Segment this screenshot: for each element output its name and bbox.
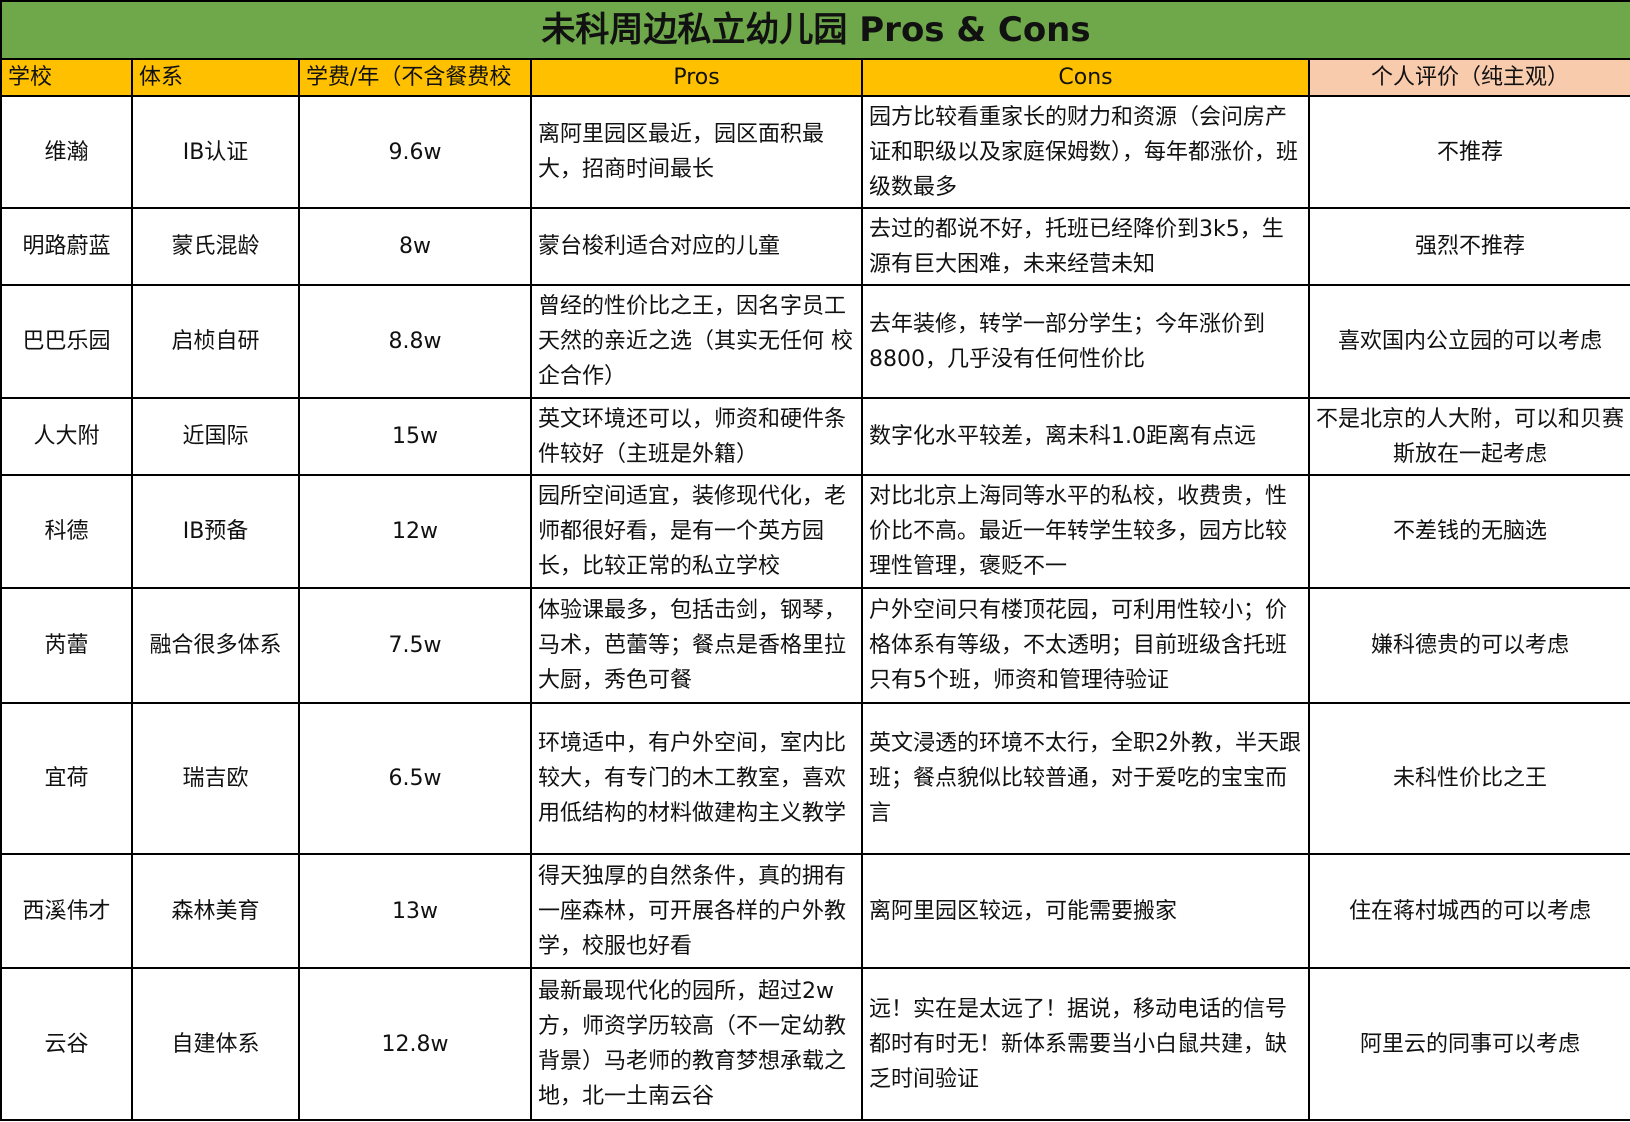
cell-eval: 嫌科德贵的可以考虑 <box>1307 587 1630 704</box>
cell-school: 明路蔚蓝 <box>0 207 133 286</box>
cell-school: 云谷 <box>0 967 133 1121</box>
cell-system: 融合很多体系 <box>131 587 300 704</box>
cell-eval: 住在蒋村城西的可以考虑 <box>1307 853 1630 969</box>
cell-system: IB预备 <box>131 474 300 589</box>
cell-cons: 对比北京上海同等水平的私校，收费贵，性价比不高。最近一年转学生较多，园方比较理性… <box>861 474 1310 589</box>
header-school: 学校 <box>0 58 133 97</box>
cell-pros: 蒙台梭利适合对应的儿童 <box>530 207 863 286</box>
cell-school: 维瀚 <box>0 95 133 209</box>
cell-fee: 8w <box>298 207 532 286</box>
cell-pros: 得天独厚的自然条件，真的拥有一座森林，可开展各样的户外教学，校服也好看 <box>530 853 863 969</box>
cell-cons: 英文浸透的环境不太行，全职2外教，半天跟班；餐点貌似比较普通，对于爱吃的宝宝而言 <box>861 702 1310 855</box>
cell-eval: 不差钱的无脑选 <box>1307 474 1630 589</box>
cell-system: 近国际 <box>131 397 300 476</box>
header-pros: Pros <box>530 58 863 97</box>
cell-eval: 不推荐 <box>1307 95 1630 209</box>
cell-fee: 6.5w <box>298 702 532 855</box>
cell-system: 启桢自研 <box>131 284 300 399</box>
cell-fee: 8.8w <box>298 284 532 399</box>
cell-cons: 去年装修，转学一部分学生；今年涨价到8800，几乎没有任何性价比 <box>861 284 1310 399</box>
table-row: 人大附 近国际 15w 英文环境还可以，师资和硬件条件较好（主班是外籍） 数字化水平较差… <box>0 397 1630 476</box>
table-row: 科德 IB预备 12w 园所空间适宜，装修现代化，老师都很好看，是有一个英方园长，比较… <box>0 474 1630 589</box>
cell-pros: 离阿里园区最近，园区面积最大，招商时间最长 <box>530 95 863 209</box>
header-cons: Cons <box>861 58 1310 97</box>
cell-fee: 15w <box>298 397 532 476</box>
table-row: 西溪伟才 森林美育 13w 得天独厚的自然条件，真的拥有一座森林，可开展各样的户外教学… <box>0 853 1630 969</box>
table-row: 明路蔚蓝 蒙氏混龄 8w 蒙台梭利适合对应的儿童 去过的都说不好，托班已经降价到3k5，… <box>0 207 1630 286</box>
cell-pros: 最新最现代化的园所，超过2w方，师资学历较高（不一定幼教背景）马老师的教育梦想承… <box>530 967 863 1121</box>
cell-pros: 环境适中，有户外空间，室内比较大，有专门的木工教室，喜欢用低结构的材料做建构主义… <box>530 702 863 855</box>
table-title: 未科周边私立幼儿园 Pros & Cons <box>0 0 1630 60</box>
cell-system: IB认证 <box>131 95 300 209</box>
header-eval: 个人评价（纯主观） <box>1307 58 1630 97</box>
cell-school: 宜荷 <box>0 702 133 855</box>
cell-eval: 喜欢国内公立园的可以考虑 <box>1307 284 1630 399</box>
cell-school: 巴巴乐园 <box>0 284 133 399</box>
table-row: 芮蕾 融合很多体系 7.5w 体验课最多，包括击剑，钢琴，马术，芭蕾等；餐点是香格里拉… <box>0 587 1630 704</box>
header-row: 学校 体系 学费/年（不含餐费校 Pros Cons 个人评价（纯主观） <box>0 58 1630 97</box>
cell-system: 蒙氏混龄 <box>131 207 300 286</box>
cell-system: 森林美育 <box>131 853 300 969</box>
cell-cons: 户外空间只有楼顶花园，可利用性较小；价格体系有等级，不太透明；目前班级含托班只有… <box>861 587 1310 704</box>
table-row: 宜荷 瑞吉欧 6.5w 环境适中，有户外空间，室内比较大，有专门的木工教室，喜欢用低结… <box>0 702 1630 855</box>
cell-cons: 远！实在是太远了！据说，移动电话的信号都时有时无！新体系需要当小白鼠共建，缺乏时… <box>861 967 1310 1121</box>
header-system: 体系 <box>131 58 300 97</box>
table-row: 云谷 自建体系 12.8w 最新最现代化的园所，超过2w方，师资学历较高（不一定幼教背… <box>0 967 1630 1121</box>
cell-cons: 去过的都说不好，托班已经降价到3k5，生源有巨大困难，未来经营未知 <box>861 207 1310 286</box>
cell-eval: 强烈不推荐 <box>1307 207 1630 286</box>
cell-eval: 阿里云的同事可以考虑 <box>1307 967 1630 1121</box>
cell-fee: 12w <box>298 474 532 589</box>
cell-school: 西溪伟才 <box>0 853 133 969</box>
cell-cons: 离阿里园区较远，可能需要搬家 <box>861 853 1310 969</box>
cell-school: 科德 <box>0 474 133 589</box>
table-row: 维瀚 IB认证 9.6w 离阿里园区最近，园区面积最大，招商时间最长 园方比较看重家长的… <box>0 95 1630 209</box>
cell-system: 瑞吉欧 <box>131 702 300 855</box>
cell-pros: 英文环境还可以，师资和硬件条件较好（主班是外籍） <box>530 397 863 476</box>
cell-fee: 9.6w <box>298 95 532 209</box>
cell-pros: 曾经的性价比之王，因名字员工天然的亲近之选（其实无任何 校企合作） <box>530 284 863 399</box>
cell-system: 自建体系 <box>131 967 300 1121</box>
cell-fee: 12.8w <box>298 967 532 1121</box>
cell-fee: 7.5w <box>298 587 532 704</box>
cell-fee: 13w <box>298 853 532 969</box>
cell-pros: 体验课最多，包括击剑，钢琴，马术，芭蕾等；餐点是香格里拉大厨，秀色可餐 <box>530 587 863 704</box>
cell-pros: 园所空间适宜，装修现代化，老师都很好看，是有一个英方园长，比较正常的私立学校 <box>530 474 863 589</box>
table-row: 巴巴乐园 启桢自研 8.8w 曾经的性价比之王，因名字员工天然的亲近之选（其实无任何 … <box>0 284 1630 399</box>
cell-school: 芮蕾 <box>0 587 133 704</box>
cell-eval: 不是北京的人大附，可以和贝赛斯放在一起考虑 <box>1307 397 1630 476</box>
cell-eval: 未科性价比之王 <box>1307 702 1630 855</box>
cell-cons: 数字化水平较差，离未科1.0距离有点远 <box>861 397 1310 476</box>
header-fee: 学费/年（不含餐费校 <box>298 58 532 97</box>
cell-school: 人大附 <box>0 397 133 476</box>
cell-cons: 园方比较看重家长的财力和资源（会问房产证和职级以及家庭保姆数），每年都涨价，班级… <box>861 95 1310 209</box>
